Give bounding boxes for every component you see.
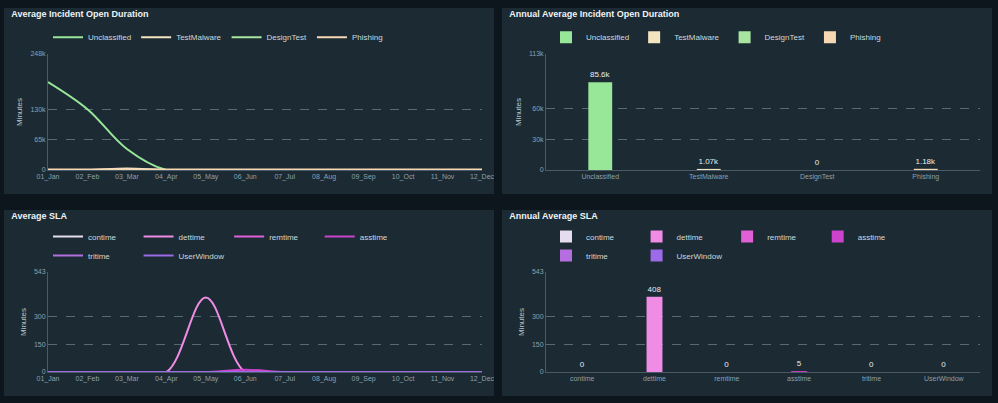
svg-text:02_Feb: 02_Feb bbox=[76, 173, 100, 181]
svg-text:Unclassified: Unclassified bbox=[88, 33, 131, 42]
svg-text:5: 5 bbox=[797, 359, 802, 368]
svg-text:0: 0 bbox=[724, 360, 729, 369]
svg-text:11_Nov: 11_Nov bbox=[431, 375, 455, 383]
svg-text:07_Jul: 07_Jul bbox=[274, 375, 295, 383]
svg-text:asstime: asstime bbox=[858, 233, 886, 242]
svg-text:TestMalware: TestMalware bbox=[689, 173, 728, 180]
svg-text:contime: contime bbox=[570, 375, 595, 382]
svg-text:dettime: dettime bbox=[677, 233, 704, 242]
svg-text:tritime: tritime bbox=[862, 375, 881, 382]
svg-text:12_Dec: 12_Dec bbox=[470, 375, 494, 383]
svg-text:06_Jun: 06_Jun bbox=[234, 375, 257, 383]
svg-text:01_Jan: 01_Jan bbox=[37, 375, 60, 383]
svg-text:DesignTest: DesignTest bbox=[800, 173, 835, 181]
svg-text:Phishing: Phishing bbox=[352, 33, 383, 42]
svg-text:contime: contime bbox=[88, 233, 117, 242]
svg-text:113k: 113k bbox=[529, 50, 544, 57]
svg-text:03_Mar: 03_Mar bbox=[115, 375, 139, 383]
svg-text:dettime: dettime bbox=[179, 233, 206, 242]
svg-text:Unclassified: Unclassified bbox=[586, 33, 629, 42]
svg-text:asstime: asstime bbox=[360, 233, 388, 242]
svg-text:Minutes: Minutes bbox=[514, 98, 523, 126]
svg-text:60k: 60k bbox=[532, 105, 544, 112]
svg-text:asstime: asstime bbox=[787, 375, 811, 382]
svg-text:1.18k: 1.18k bbox=[915, 157, 936, 166]
svg-text:Annual Average SLA: Annual Average SLA bbox=[509, 211, 598, 221]
svg-text:Phishing: Phishing bbox=[850, 33, 881, 42]
svg-text:08_Aug: 08_Aug bbox=[312, 173, 336, 181]
svg-text:0: 0 bbox=[42, 368, 46, 375]
svg-text:130k: 130k bbox=[30, 106, 46, 113]
svg-text:1.07k: 1.07k bbox=[698, 157, 719, 166]
svg-text:0: 0 bbox=[540, 166, 544, 173]
svg-text:543: 543 bbox=[532, 268, 544, 275]
svg-text:tritime: tritime bbox=[88, 252, 110, 261]
svg-text:65k: 65k bbox=[34, 136, 46, 143]
svg-text:06_Jun: 06_Jun bbox=[234, 173, 257, 181]
svg-text:Minutes: Minutes bbox=[15, 98, 24, 126]
svg-text:Minutes: Minutes bbox=[517, 308, 526, 336]
svg-text:Minutes: Minutes bbox=[19, 308, 28, 336]
svg-text:408: 408 bbox=[648, 285, 662, 294]
svg-text:05_May: 05_May bbox=[193, 375, 218, 383]
svg-text:0: 0 bbox=[42, 166, 46, 173]
svg-text:0: 0 bbox=[580, 360, 585, 369]
svg-text:10_Oct: 10_Oct bbox=[392, 375, 415, 383]
svg-text:09_Sep: 09_Sep bbox=[352, 375, 376, 383]
svg-text:DesignTest: DesignTest bbox=[267, 33, 307, 42]
svg-text:Unclassified: Unclassified bbox=[581, 173, 619, 180]
svg-text:11_Nov: 11_Nov bbox=[431, 173, 455, 181]
svg-text:tritime: tritime bbox=[586, 252, 608, 261]
svg-text:remtime: remtime bbox=[714, 375, 739, 382]
svg-text:08_Aug: 08_Aug bbox=[312, 375, 336, 383]
svg-text:UserWindow: UserWindow bbox=[924, 375, 965, 382]
svg-text:10_Oct: 10_Oct bbox=[392, 173, 415, 181]
svg-text:Annual Average Incident Open D: Annual Average Incident Open Duration bbox=[509, 9, 679, 19]
svg-text:dettime: dettime bbox=[643, 375, 666, 382]
svg-text:DesignTest: DesignTest bbox=[765, 33, 805, 42]
svg-text:05_May: 05_May bbox=[193, 173, 218, 181]
svg-text:543: 543 bbox=[34, 268, 46, 275]
svg-text:300: 300 bbox=[532, 313, 544, 320]
svg-text:TestMalware: TestMalware bbox=[674, 33, 719, 42]
svg-text:07_Jul: 07_Jul bbox=[274, 173, 295, 181]
svg-text:04_Apr: 04_Apr bbox=[155, 173, 178, 181]
svg-text:01_Jan: 01_Jan bbox=[37, 173, 60, 181]
svg-text:85.6k: 85.6k bbox=[590, 70, 611, 79]
svg-text:contime: contime bbox=[586, 233, 615, 242]
svg-text:150: 150 bbox=[34, 341, 46, 348]
svg-text:Phishing: Phishing bbox=[912, 173, 939, 181]
svg-text:02_Feb: 02_Feb bbox=[76, 375, 100, 383]
svg-text:Average SLA: Average SLA bbox=[11, 211, 67, 221]
svg-text:remtime: remtime bbox=[269, 233, 298, 242]
svg-text:04_Apr: 04_Apr bbox=[155, 375, 178, 383]
svg-text:0: 0 bbox=[815, 158, 820, 167]
svg-text:0: 0 bbox=[869, 360, 874, 369]
svg-text:12_Dec: 12_Dec bbox=[470, 173, 494, 181]
svg-text:03_Mar: 03_Mar bbox=[115, 173, 139, 181]
svg-text:TestMalware: TestMalware bbox=[176, 33, 221, 42]
svg-text:09_Sep: 09_Sep bbox=[352, 173, 376, 181]
svg-text:Average Incident Open Duration: Average Incident Open Duration bbox=[11, 9, 148, 19]
svg-text:248k: 248k bbox=[30, 50, 46, 57]
svg-text:0: 0 bbox=[540, 368, 544, 375]
svg-text:0: 0 bbox=[941, 360, 946, 369]
svg-text:300: 300 bbox=[34, 313, 46, 320]
svg-text:UserWindow: UserWindow bbox=[677, 252, 723, 261]
svg-text:UserWindow: UserWindow bbox=[179, 252, 225, 261]
svg-text:30k: 30k bbox=[532, 136, 544, 143]
svg-text:150: 150 bbox=[532, 341, 544, 348]
svg-text:remtime: remtime bbox=[767, 233, 796, 242]
